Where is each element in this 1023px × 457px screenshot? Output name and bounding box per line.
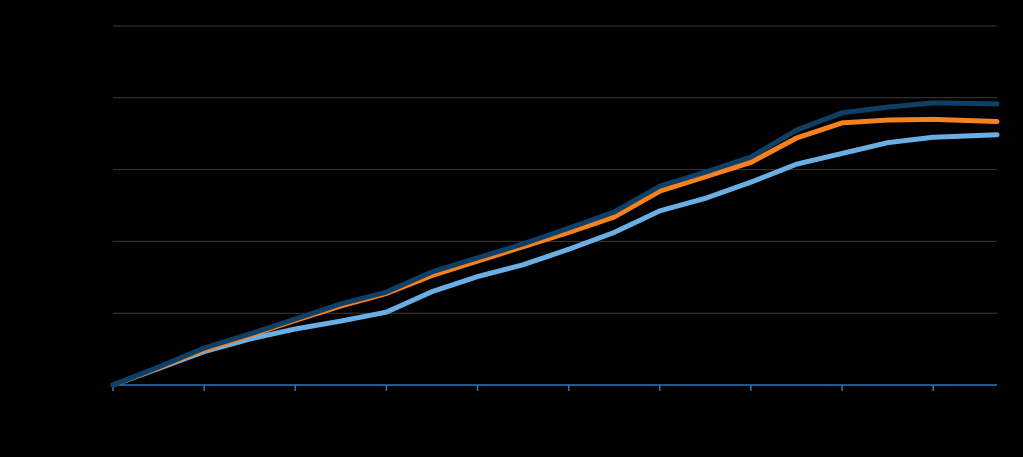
x-tick-label: 5 [565, 395, 572, 409]
y-tick-label: 100 [85, 18, 105, 32]
series-line [110, 132, 1000, 388]
y-tick-label: 0 [98, 377, 105, 391]
x-tick-label: 0 [110, 395, 117, 409]
x-tick-label: 8 [839, 395, 846, 409]
x-tick-label: 6 [656, 395, 663, 409]
y-tick-label: 20 [92, 305, 106, 319]
series-line [110, 100, 1000, 388]
y-tick-label: 40 [92, 234, 106, 248]
x-tick-label: 4 [474, 395, 481, 409]
y-tick-label: 60 [92, 162, 106, 176]
x-tick-label: 9 [930, 395, 937, 409]
x-tick-label: 1 [201, 395, 208, 409]
y-tick-label: 80 [92, 90, 106, 104]
x-tick-label: 2 [292, 395, 299, 409]
x-tick-label: 3 [383, 395, 390, 409]
x-tick-label: 7 [748, 395, 755, 409]
